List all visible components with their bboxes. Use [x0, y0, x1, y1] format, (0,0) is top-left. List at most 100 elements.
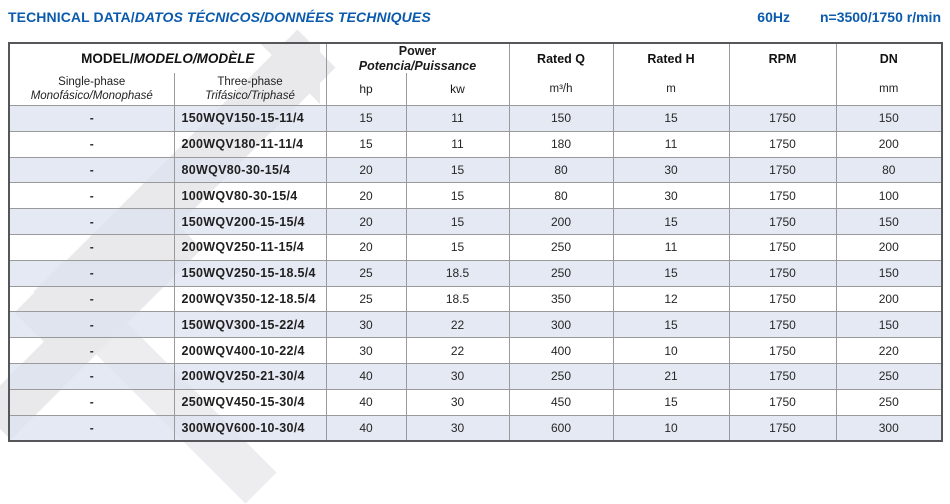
rated-h-label: Rated H: [647, 51, 695, 66]
cell-q: 250: [508, 259, 614, 287]
rpm-unit: [730, 73, 835, 105]
cell-kw: 22: [405, 337, 510, 364]
spec-right: 60Hz n=3500/1750 r/min: [757, 9, 941, 25]
model-group-plain: MODEL/: [81, 51, 134, 66]
table-row: -200WQV400-10-22/4 30 22 400 10 1750 220: [8, 337, 943, 364]
cell-rpm: 1750: [728, 285, 837, 313]
cell-q: 350: [508, 285, 614, 313]
cell-kw: 30: [405, 414, 510, 442]
header-rated-q: Rated Q m³/h: [508, 42, 614, 106]
page-title-italic: DATOS TÉCNICOS/DONNÉES TECHNIQUES: [134, 9, 431, 25]
technical-data-page: TECHNICAL DATA/DATOS TÉCNICOS/DONNÉES TE…: [0, 6, 944, 504]
frequency-label: 60Hz: [757, 9, 790, 25]
cell-dn: 150: [835, 311, 943, 339]
table-row: -200WQV250-21-30/4 40 30 250 21 1750 250: [8, 362, 943, 390]
cell-single-phase: -: [8, 182, 175, 210]
cell-h: 15: [612, 208, 730, 235]
cell-dn: 200: [835, 285, 943, 313]
cell-h: 15: [612, 105, 730, 132]
power-group-label: Power: [398, 44, 437, 59]
cell-single-phase: -: [8, 156, 175, 184]
table-row: -300WQV600-10-30/4 40 30 600 10 1750 300: [8, 414, 943, 442]
table-row: -200WQV180-11-11/4 15 11 180 11 1750 200: [8, 130, 943, 158]
cell-kw: 30: [405, 388, 510, 416]
cell-h: 11: [612, 233, 730, 261]
cell-rpm: 1750: [728, 311, 837, 339]
cell-kw: 11: [405, 105, 510, 132]
cell-rpm: 1750: [728, 182, 837, 210]
three-phase-sub: Trifásico/Triphasé: [205, 90, 295, 102]
cell-single-phase: -: [8, 233, 175, 261]
header-kw: kw: [405, 73, 510, 106]
cell-model: 250WQV450-15-30/4: [173, 388, 327, 416]
cell-hp: 30: [325, 311, 407, 339]
technical-data-table: MODEL/MODELO/MODÈLE Power Potencia/Puiss…: [8, 42, 944, 442]
dn-label: DN: [879, 51, 898, 66]
cell-hp: 20: [325, 208, 407, 235]
cell-hp: 15: [325, 105, 407, 132]
cell-hp: 20: [325, 156, 407, 184]
dn-unit: mm: [879, 83, 899, 95]
rated-q-label: Rated Q: [537, 51, 585, 66]
table-row: -200WQV350-12-18.5/4 25 18.5 350 12 1750 200: [8, 285, 943, 313]
cell-h: 10: [612, 337, 730, 364]
cell-hp: 25: [325, 259, 407, 287]
cell-q: 180: [508, 130, 614, 158]
cell-single-phase: -: [8, 105, 175, 132]
cell-model: 150WQV150-15-11/4: [173, 105, 327, 132]
cell-kw: 15: [405, 233, 510, 261]
page-title: TECHNICAL DATA/DATOS TÉCNICOS/DONNÉES TE…: [8, 9, 431, 25]
cell-rpm: 1750: [728, 337, 837, 364]
cell-q: 250: [508, 233, 614, 261]
cell-dn: 250: [835, 362, 943, 390]
cell-hp: 40: [325, 414, 407, 442]
single-phase-label: Single-phase: [58, 75, 126, 88]
cell-q: 250: [508, 362, 614, 390]
header-rated-h: Rated H m: [612, 42, 730, 106]
cell-kw: 18.5: [405, 259, 510, 287]
caption-bar: TECHNICAL DATA/DATOS TÉCNICOS/DONNÉES TE…: [8, 6, 941, 28]
cell-rpm: 1750: [728, 259, 837, 287]
cell-h: 15: [612, 259, 730, 287]
cell-single-phase: -: [8, 414, 175, 442]
cell-rpm: 1750: [728, 105, 837, 132]
cell-kw: 15: [405, 156, 510, 184]
cell-model: 200WQV250-11-15/4: [173, 233, 327, 261]
cell-hp: 40: [325, 362, 407, 390]
cell-h: 10: [612, 414, 730, 442]
cell-single-phase: -: [8, 208, 175, 235]
model-group-italic: MODELO/MODÈLE: [133, 51, 255, 66]
table-row: -150WQV200-15-15/4 20 15 200 15 1750 150: [8, 208, 943, 235]
cell-rpm: 1750: [728, 233, 837, 261]
cell-hp: 25: [325, 285, 407, 313]
cell-model: 200WQV250-21-30/4: [173, 362, 327, 390]
cell-kw: 22: [405, 311, 510, 339]
cell-model: 300WQV600-10-30/4: [173, 414, 327, 442]
header-three-phase: Three-phase Trifásico/Triphasé: [173, 73, 327, 106]
cell-single-phase: -: [8, 388, 175, 416]
cell-q: 450: [508, 388, 614, 416]
table-row: -80WQV80-30-15/4 20 15 80 30 1750 80: [8, 156, 943, 184]
cell-model: 150WQV250-15-18.5/4: [173, 259, 327, 287]
cell-h: 11: [612, 130, 730, 158]
table-row: -200WQV250-11-15/4 20 15 250 11 1750 200: [8, 233, 943, 261]
header-power-group: Power Potencia/Puissance: [325, 42, 510, 73]
table-row: -150WQV150-15-11/4 15 11 150 15 1750 150: [8, 105, 943, 132]
table-header: MODEL/MODELO/MODÈLE Power Potencia/Puiss…: [8, 42, 943, 106]
cell-kw: 15: [405, 208, 510, 235]
cell-q: 400: [508, 337, 614, 364]
cell-model: 100WQV80-30-15/4: [173, 182, 327, 210]
cell-q: 600: [508, 414, 614, 442]
cell-dn: 150: [835, 259, 943, 287]
cell-q: 150: [508, 105, 614, 132]
cell-rpm: 1750: [728, 414, 837, 442]
cell-hp: 15: [325, 130, 407, 158]
power-group-sub: Potencia/Puissance: [358, 58, 477, 73]
cell-q: 80: [508, 156, 614, 184]
cell-q: 80: [508, 182, 614, 210]
cell-single-phase: -: [8, 337, 175, 364]
cell-h: 30: [612, 156, 730, 184]
cell-kw: 11: [405, 130, 510, 158]
cell-h: 15: [612, 388, 730, 416]
cell-dn: 150: [835, 208, 943, 235]
